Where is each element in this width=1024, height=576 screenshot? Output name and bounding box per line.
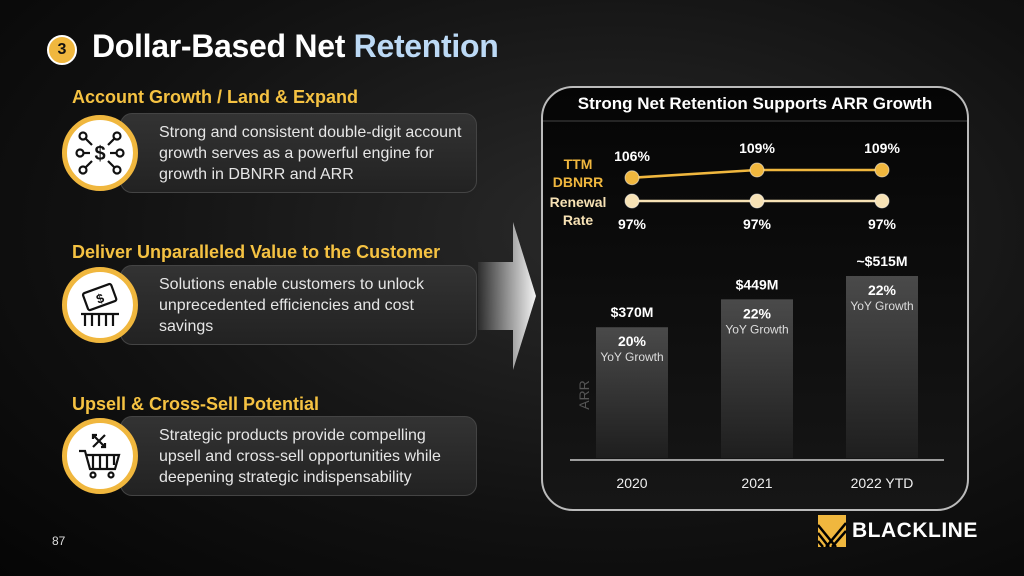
x-tick-label: 2021 <box>741 475 772 491</box>
bar-value-label: $370M <box>611 304 654 320</box>
bar-value-label: $449M <box>736 276 779 292</box>
growth-percent-label: 22% <box>743 305 772 321</box>
line-point <box>749 193 765 209</box>
growth-caption: YoY Growth <box>600 350 663 364</box>
section-text: Strong and consistent double-digit accou… <box>159 124 462 183</box>
chart-title: Strong Net Retention Supports ARR Growth <box>577 94 933 113</box>
title-accent: Retention <box>353 28 499 64</box>
line-value-label: 106% <box>614 148 650 164</box>
line-series-label: Rate <box>563 212 594 228</box>
arrow-right-icon <box>478 222 536 370</box>
x-tick-label: 2022 YTD <box>851 475 914 491</box>
line-value-label: 97% <box>868 216 897 232</box>
section-heading-customer-value: Deliver Unparalleled Value to the Custom… <box>72 242 441 262</box>
arr-bar <box>721 299 793 458</box>
line-value-label: 97% <box>743 216 772 232</box>
line-point <box>874 162 890 178</box>
growth-percent-label: 20% <box>618 333 647 349</box>
svg-text:$: $ <box>94 143 105 165</box>
line-point <box>749 162 765 178</box>
growth-caption: YoY Growth <box>850 299 913 313</box>
line-series-label: Renewal <box>550 194 607 210</box>
arr-bar <box>596 327 668 458</box>
line-value-label: 109% <box>864 140 900 156</box>
chart-panel: Strong Net Retention Supports ARR Growth… <box>541 86 969 511</box>
logo-text: BLACKLINE <box>852 519 978 542</box>
section-card-account-growth: Strong and consistent double-digit accou… <box>120 113 477 193</box>
network-dollar-icon: $ <box>62 115 138 191</box>
line-series-label: TTM <box>564 156 593 172</box>
line-value-label: 109% <box>739 140 775 156</box>
section-number-badge: 3 <box>47 35 77 65</box>
section-heading-upsell: Upsell & Cross-Sell Potential <box>72 394 320 414</box>
line-point <box>874 193 890 209</box>
growth-percent-label: 22% <box>868 282 897 298</box>
x-tick-label: 2020 <box>616 475 647 491</box>
line-point <box>624 193 640 209</box>
y-axis-label: ARR <box>576 380 592 410</box>
line-point <box>624 170 640 186</box>
page-number: 87 <box>52 534 66 548</box>
line-value-label: 97% <box>618 216 647 232</box>
section-heading-account-growth: Account Growth / Land & Expand <box>72 87 359 107</box>
line-series-label: DBNRR <box>553 174 604 190</box>
blackline-logo-mark-icon <box>818 515 846 547</box>
growth-caption: YoY Growth <box>725 322 788 336</box>
section-card-customer-value: Solutions enable customers to unlock unp… <box>120 265 477 345</box>
chart: 106% 109% 109% TTM DBNRR 97% 97% 97% Renewal Rate… <box>543 120 967 491</box>
blackline-logo: BLACKLINE <box>818 515 978 547</box>
title-main: Dollar-Based Net <box>92 28 354 64</box>
svg-text:$: $ <box>94 290 107 307</box>
money-hand-icon: $ <box>62 267 138 343</box>
section-text: Solutions enable customers to unlock unp… <box>159 276 425 335</box>
shopping-cart-icon <box>62 418 138 494</box>
arr-bar <box>846 276 918 458</box>
section-text: Strategic products provide compelling up… <box>159 427 441 486</box>
section-card-upsell: Strategic products provide compelling up… <box>120 416 477 496</box>
page-title: Dollar-Based Net Retention <box>92 28 499 65</box>
bar-value-label: ~$515M <box>857 253 908 269</box>
